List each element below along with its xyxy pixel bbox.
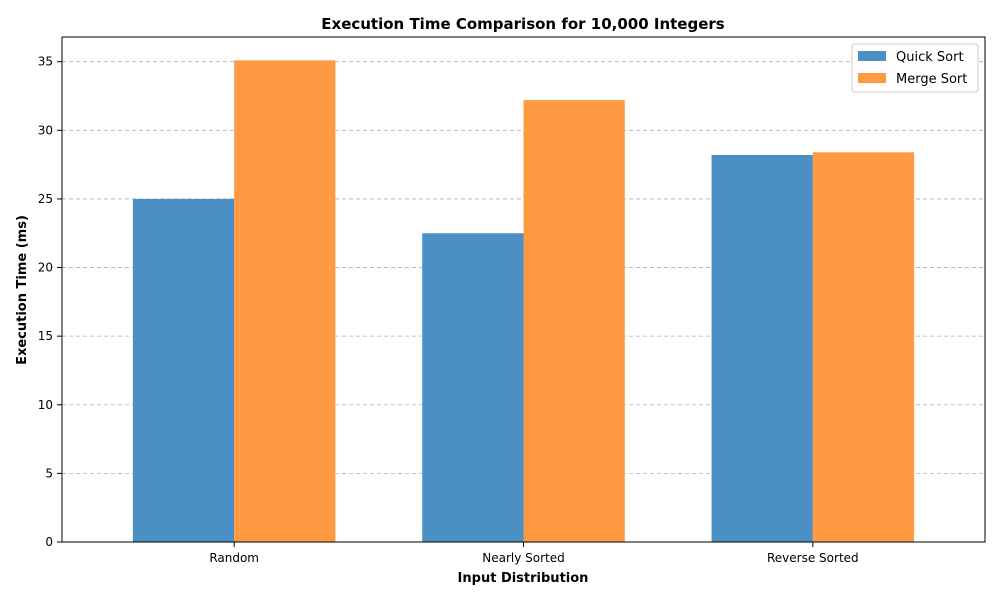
legend-label-quick-sort: Quick Sort: [896, 50, 964, 65]
bar-merge-sort-nearly-sorted: [523, 100, 625, 542]
x-tick-label-random: Random: [209, 551, 259, 565]
x-tick-label-nearly-sorted: Nearly Sorted: [482, 551, 565, 565]
bar-quick-sort-reverse-sorted: [711, 155, 813, 543]
bar-quick-sort-nearly-sorted: [422, 233, 524, 542]
x-axis-label: Input Distribution: [458, 571, 589, 586]
chart-title: Execution Time Comparison for 10,000 Int…: [321, 15, 725, 33]
legend: Quick Sort Merge Sort: [851, 43, 979, 93]
y-tick-label-25: 25: [38, 192, 53, 206]
bars: [132, 60, 915, 543]
y-tick-label-5: 5: [45, 466, 53, 480]
bar-merge-sort-random: [234, 60, 336, 543]
y-tick-label-15: 15: [38, 329, 53, 343]
y-tick-label-35: 35: [38, 55, 53, 69]
y-axis-ticks: 0 5 10 15 20 25 30 35: [38, 55, 62, 549]
legend-swatch-merge-sort: [858, 73, 886, 83]
bar-merge-sort-reverse-sorted: [812, 152, 915, 543]
legend-label-merge-sort: Merge Sort: [896, 72, 967, 87]
legend-swatch-quick-sort: [858, 51, 886, 61]
bar-quick-sort-random: [132, 198, 235, 542]
x-axis-ticks: Random Nearly Sorted Reverse Sorted: [209, 542, 859, 565]
y-tick-label-10: 10: [38, 398, 53, 412]
x-tick-label-reverse-sorted: Reverse Sorted: [767, 551, 859, 565]
y-tick-label-20: 20: [38, 261, 53, 275]
y-axis-label: Execution Time (ms): [15, 215, 30, 365]
y-tick-label-0: 0: [45, 535, 53, 549]
y-tick-label-30: 30: [38, 123, 53, 137]
